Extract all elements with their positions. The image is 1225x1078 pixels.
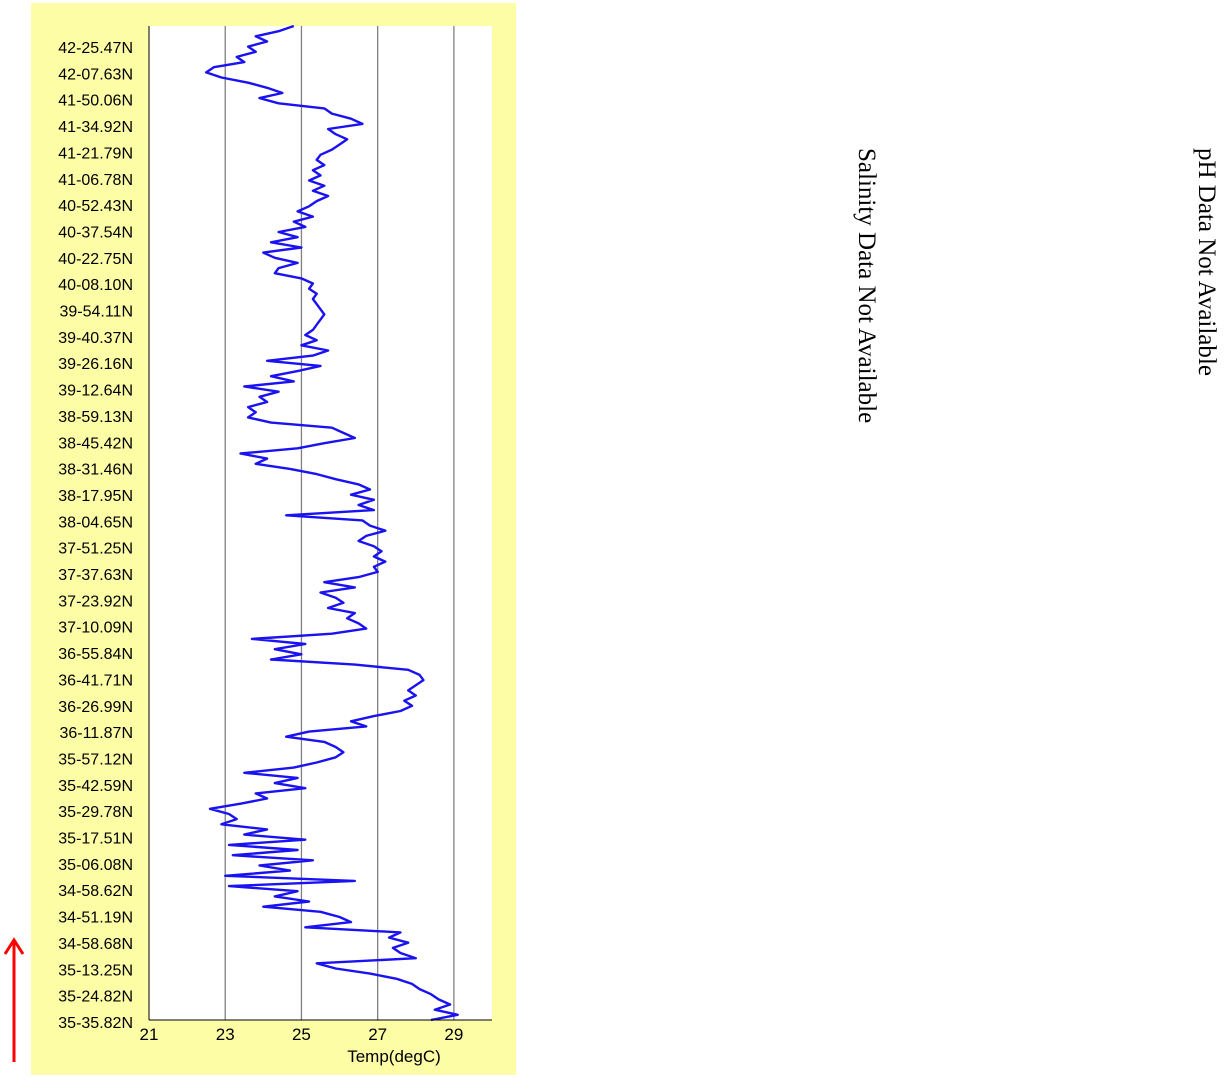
y-tick-label: 35-35.82N bbox=[58, 1015, 133, 1032]
x-tick-label: 23 bbox=[216, 1025, 235, 1044]
y-tick-label: 35-42.59N bbox=[58, 778, 133, 795]
y-tick-label: 36-41.71N bbox=[58, 672, 133, 689]
y-tick-label: 39-26.16N bbox=[58, 356, 133, 373]
series-line-temperature bbox=[205, 24, 459, 1022]
y-tick-label: 42-07.63N bbox=[58, 66, 133, 83]
y-tick-label: 40-22.75N bbox=[58, 251, 133, 268]
y-tick-label: 42-25.47N bbox=[58, 40, 133, 57]
y-tick-label: 40-08.10N bbox=[58, 277, 133, 294]
ph-unavailable-note: pH Data Not Available bbox=[1193, 148, 1220, 376]
y-tick-label: 37-23.92N bbox=[58, 593, 133, 610]
x-tick-label: 29 bbox=[444, 1025, 463, 1044]
y-tick-label: 35-29.78N bbox=[58, 804, 133, 821]
y-tick-label: 40-52.43N bbox=[58, 198, 133, 215]
y-tick-label: 34-58.62N bbox=[58, 883, 133, 900]
y-tick-label: 38-17.95N bbox=[58, 488, 133, 505]
y-tick-label: 34-51.19N bbox=[58, 910, 133, 927]
x-tick-label: 27 bbox=[368, 1025, 387, 1044]
temperature-chart-panel: 42-25.47N 42-07.63N 41-50.06N 41-34.92N 41-2… bbox=[31, 3, 516, 1075]
y-tick-label: 37-37.63N bbox=[58, 567, 133, 584]
salinity-unavailable-note: Salinity Data Not Available bbox=[853, 148, 880, 424]
x-tick-labels: 21 23 25 27 29 bbox=[140, 1025, 464, 1044]
y-tick-label: 40-37.54N bbox=[58, 224, 133, 241]
temperature-chart: 42-25.47N 42-07.63N 41-50.06N 41-34.92N 41-2… bbox=[58, 24, 492, 1066]
y-tick-label: 39-54.11N bbox=[59, 304, 133, 321]
x-axis-label: Temp(degC) bbox=[347, 1047, 441, 1066]
y-tick-label: 35-17.51N bbox=[58, 831, 133, 848]
y-tick-label: 37-51.25N bbox=[58, 541, 133, 558]
y-tick-label: 35-06.08N bbox=[58, 857, 133, 874]
y-tick-label: 39-12.64N bbox=[58, 383, 133, 400]
grid-lines bbox=[224, 26, 455, 1020]
y-tick-label: 37-10.09N bbox=[58, 620, 133, 637]
y-tick-label: 41-34.92N bbox=[58, 119, 133, 136]
y-tick-label: 41-50.06N bbox=[58, 93, 133, 110]
y-tick-label: 38-45.42N bbox=[58, 435, 133, 452]
direction-arrow-icon bbox=[3, 937, 25, 1062]
y-tick-label: 36-26.99N bbox=[58, 699, 133, 716]
y-tick-label: 34-58.68N bbox=[58, 936, 133, 953]
y-tick-label: 41-06.78N bbox=[58, 172, 133, 189]
y-tick-label: 35-13.25N bbox=[58, 962, 133, 979]
y-tick-label: 36-55.84N bbox=[58, 646, 133, 663]
y-tick-labels: 42-25.47N 42-07.63N 41-50.06N 41-34.92N 41-2… bbox=[58, 40, 133, 1032]
axes bbox=[148, 26, 492, 1021]
y-tick-label: 38-31.46N bbox=[58, 462, 133, 479]
plot-area bbox=[149, 26, 492, 1020]
y-tick-label: 41-21.79N bbox=[58, 145, 133, 162]
y-tick-label: 35-24.82N bbox=[58, 989, 133, 1006]
x-tick-label: 21 bbox=[140, 1025, 159, 1044]
x-tick-label: 25 bbox=[292, 1025, 311, 1044]
y-tick-label: 35-57.12N bbox=[58, 751, 133, 768]
y-tick-label: 38-04.65N bbox=[58, 514, 133, 531]
y-tick-label: 38-59.13N bbox=[58, 409, 133, 426]
y-tick-label: 36-11.87N bbox=[59, 725, 133, 742]
y-tick-label: 39-40.37N bbox=[58, 330, 133, 347]
